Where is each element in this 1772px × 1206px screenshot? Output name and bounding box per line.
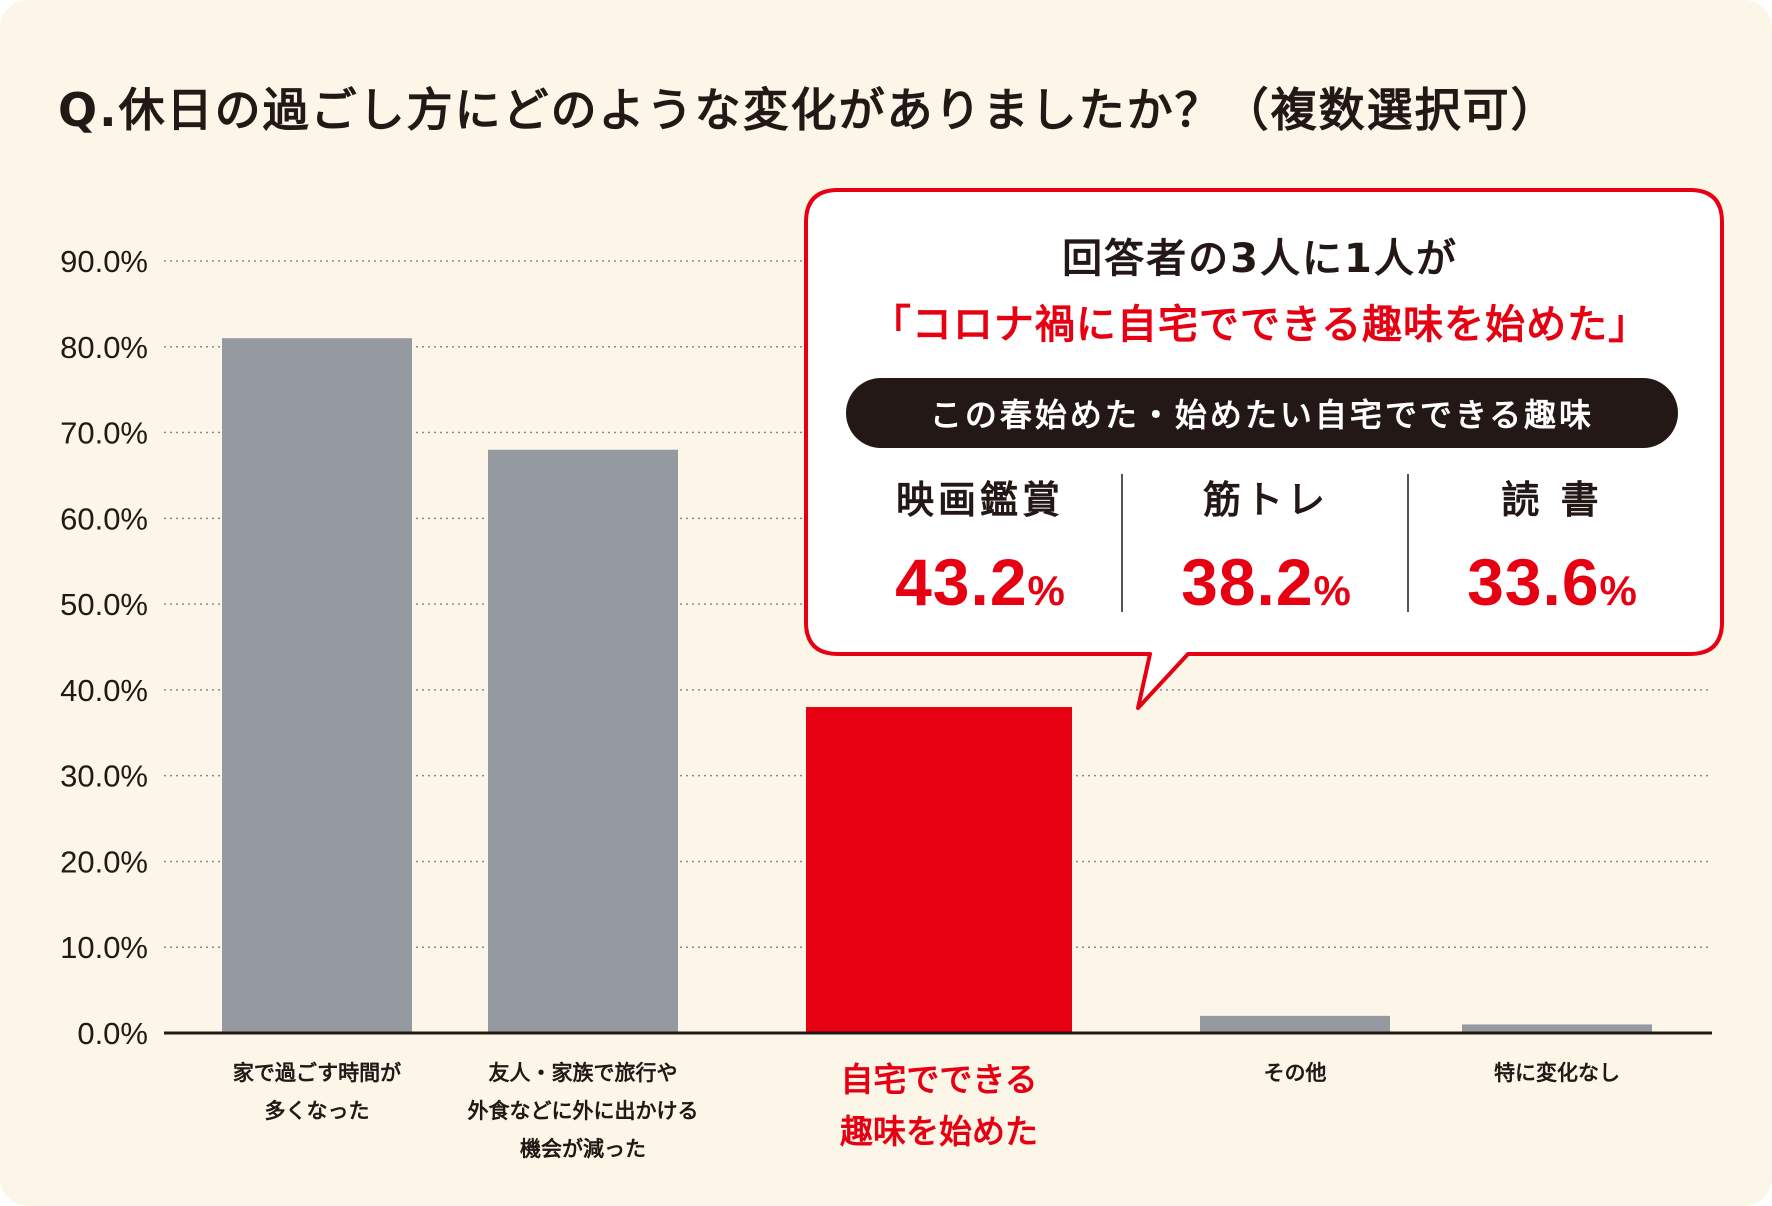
y-tick-label: 40.0% [60, 673, 148, 708]
y-tick-label: 10.0% [60, 930, 148, 965]
y-tick-label: 0.0% [77, 1016, 148, 1051]
callout-pill-label: この春始めた・始めたい自宅でできる趣味 [846, 378, 1678, 448]
y-tick-label: 80.0% [60, 330, 148, 365]
hobby-name: 映画鑑賞 [895, 478, 1064, 522]
x-tick-label: 家で過ごす時間が 多くなった [232, 1061, 402, 1123]
hobby-movie: 映画鑑賞 43.2% [838, 472, 1122, 620]
x-tick-label: 友人・家族で旅行や 外食などに外に出かける 機会が減った [467, 1061, 699, 1161]
y-tick-label: 50.0% [60, 587, 148, 622]
y-tick-label: 60.0% [60, 501, 148, 536]
hobby-value: 38.2% [1181, 545, 1351, 619]
x-tick-label: 特に変化なし [1494, 1061, 1620, 1085]
hobby-value: 43.2% [895, 545, 1065, 619]
y-tick-label: 70.0% [60, 416, 148, 451]
hobby-name: 筋トレ [1202, 478, 1329, 522]
bars [222, 338, 1652, 1033]
y-tick-label: 90.0% [60, 244, 148, 279]
x-tick-label: 自宅でできる 趣味を始めた [840, 1060, 1038, 1151]
y-axis-ticks: 0.0% 10.0% 20.0% 30.0% 40.0% 50.0% 60.0% 70.0% 8… [60, 244, 148, 1051]
bar-2 [806, 707, 1072, 1033]
bar-3 [1200, 1015, 1390, 1033]
callout-bubble [804, 188, 1724, 710]
hobby-value: 33.6% [1467, 545, 1637, 619]
callout-headline: 回答者の3人に1人が [1062, 236, 1458, 282]
bar-1 [488, 449, 678, 1033]
bar-0 [222, 338, 412, 1033]
hobby-name: 読 書 [1501, 478, 1603, 522]
x-tick-label: その他 [1263, 1061, 1327, 1085]
chart-title: Q.休日の過ごし方にどのような変化がありましたか？（複数選択可） [58, 83, 1559, 137]
bar-4 [1462, 1024, 1652, 1033]
hobby-workout: 筋トレ 38.2% [1124, 472, 1408, 620]
hobby-reading: 読 書 33.6% [1410, 472, 1694, 620]
callout-highlight-quote: 「コロナ禍に自宅でできる趣味を始めた」 [870, 302, 1650, 348]
y-tick-label: 30.0% [60, 759, 148, 794]
y-tick-label: 20.0% [60, 844, 148, 879]
